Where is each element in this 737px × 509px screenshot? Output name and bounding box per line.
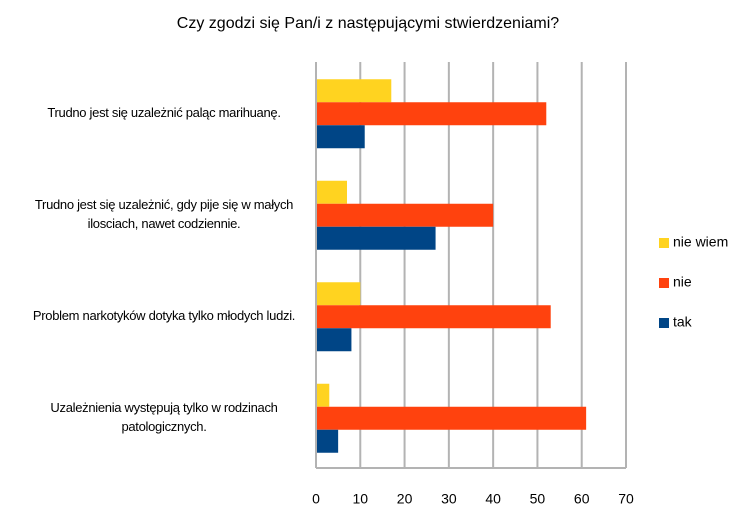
bar xyxy=(316,79,392,103)
legend-swatch xyxy=(659,318,669,328)
x-tick-label: 30 xyxy=(441,491,457,507)
bar xyxy=(316,102,547,126)
y-tick-label: Trudno jest się uzależnić paląc marihuan… xyxy=(47,105,281,121)
bar xyxy=(316,226,436,250)
x-tick-label: 60 xyxy=(574,491,590,507)
x-tick-label: 70 xyxy=(618,491,634,507)
x-tick-label: 40 xyxy=(485,491,501,507)
bar xyxy=(316,305,551,329)
x-tick-label: 50 xyxy=(530,491,546,507)
bar xyxy=(316,203,494,227)
bar xyxy=(316,328,352,352)
bar xyxy=(316,180,347,204)
bar xyxy=(316,406,587,430)
x-tick-label: 20 xyxy=(397,491,413,507)
legend-label: tak xyxy=(673,314,693,330)
legend-swatch xyxy=(659,278,669,288)
legend-label: nie wiem xyxy=(673,234,728,250)
x-tick-label: 0 xyxy=(312,491,320,507)
y-tick-label: Uzależnienia występują tylko w rodzinach… xyxy=(50,400,278,435)
legend-label: nie xyxy=(673,274,692,290)
x-tick-label: 10 xyxy=(352,491,368,507)
y-tick-label: Trudno jest się uzależnić, gdy pije się … xyxy=(34,197,294,232)
chart-title: Czy zgodzi się Pan/i z następującymi stw… xyxy=(177,15,559,32)
bar xyxy=(316,383,330,407)
bar xyxy=(316,125,365,149)
bar xyxy=(316,429,339,453)
legend-swatch xyxy=(659,238,669,248)
y-tick-label: Problem narkotyków dotyka tylko młodych … xyxy=(32,308,296,324)
bar xyxy=(316,282,361,306)
